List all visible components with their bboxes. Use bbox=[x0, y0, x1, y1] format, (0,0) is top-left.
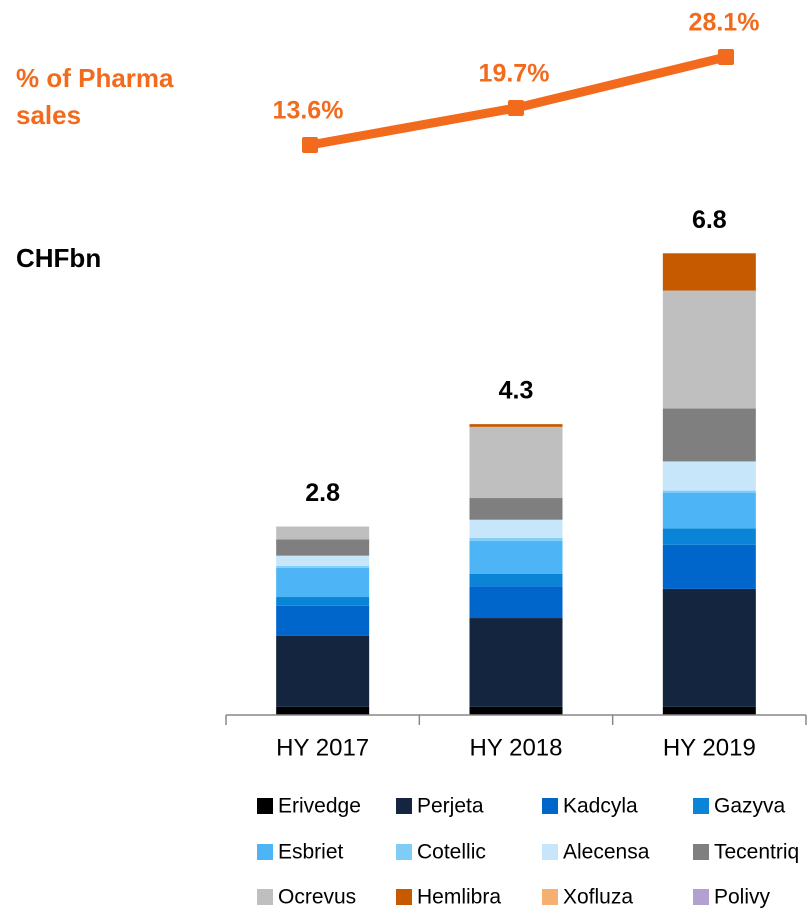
bar-segment bbox=[276, 635, 370, 707]
x-tick-label: HY 2017 bbox=[276, 734, 369, 761]
bar-segment bbox=[469, 706, 563, 715]
bar-segment bbox=[276, 539, 370, 556]
total-label: 4.3 bbox=[499, 377, 534, 405]
legend-swatch bbox=[693, 798, 709, 814]
line-value-label: 19.7% bbox=[479, 60, 550, 88]
total-label: 2.8 bbox=[305, 479, 340, 507]
bar-segment bbox=[469, 426, 563, 499]
bar-segment bbox=[662, 706, 756, 715]
legend-label: Hemlibra bbox=[417, 886, 501, 909]
unit-label: CHFbn bbox=[16, 243, 102, 273]
legend-label: Esbriet bbox=[278, 841, 344, 864]
legend-swatch bbox=[542, 798, 558, 814]
legend-swatch bbox=[396, 889, 412, 905]
legend-swatch bbox=[693, 889, 709, 905]
bar-segment bbox=[469, 540, 563, 574]
bar-segment bbox=[469, 519, 563, 539]
line-value-label: 28.1% bbox=[689, 9, 760, 37]
bar-segment bbox=[662, 492, 756, 529]
legend-label: Alecensa bbox=[563, 841, 650, 864]
bar-segment bbox=[276, 597, 370, 606]
bar-segment bbox=[276, 565, 370, 568]
legend-label: Kadcyla bbox=[563, 795, 638, 818]
legend-label: Cotellic bbox=[417, 841, 486, 864]
legend-label: Gazyva bbox=[714, 795, 786, 818]
bar-segment bbox=[276, 605, 370, 636]
bar-segment bbox=[469, 538, 563, 541]
bar-segment bbox=[276, 526, 370, 540]
line-label: % of Pharma sales bbox=[16, 63, 174, 130]
x-tick-label: HY 2018 bbox=[470, 734, 563, 761]
legend-swatch bbox=[396, 798, 412, 814]
legend-swatch bbox=[257, 798, 273, 814]
legend-swatch bbox=[542, 889, 558, 905]
bar-segment bbox=[662, 461, 756, 491]
line-marker bbox=[718, 49, 734, 65]
x-tick-label: HY 2019 bbox=[663, 734, 756, 761]
bar-segment bbox=[276, 706, 370, 715]
bar-segment bbox=[469, 586, 563, 619]
total-label: 6.8 bbox=[692, 206, 727, 234]
bar-segment bbox=[662, 490, 756, 493]
legend-swatch bbox=[257, 844, 273, 860]
legend-label: Ocrevus bbox=[278, 886, 356, 909]
bar-segment bbox=[276, 567, 370, 598]
line-marker bbox=[508, 99, 524, 116]
bar-segment bbox=[662, 544, 756, 589]
bar-segment bbox=[662, 588, 756, 707]
bar-segment bbox=[276, 555, 370, 566]
bar-segment bbox=[469, 618, 563, 707]
legend-label: Tecentriq bbox=[714, 841, 799, 864]
bar-segment bbox=[662, 253, 756, 291]
legend-swatch bbox=[257, 889, 273, 905]
line-marker bbox=[302, 137, 318, 153]
bar-segment bbox=[662, 290, 756, 409]
bar-segment bbox=[469, 573, 563, 587]
bar-segment bbox=[662, 408, 756, 462]
legend-swatch bbox=[693, 844, 709, 860]
legend-label: Perjeta bbox=[417, 795, 484, 818]
legend-label: Erivedge bbox=[278, 795, 361, 818]
legend-label: Xofluza bbox=[563, 886, 633, 909]
legend-swatch bbox=[396, 844, 412, 860]
bar-segment bbox=[469, 498, 563, 520]
bar-segment bbox=[469, 424, 563, 427]
legend-label: Polivy bbox=[714, 886, 771, 909]
bar-segment bbox=[662, 528, 756, 545]
legend-swatch bbox=[542, 844, 558, 860]
line-value-label: 13.6% bbox=[273, 97, 344, 125]
